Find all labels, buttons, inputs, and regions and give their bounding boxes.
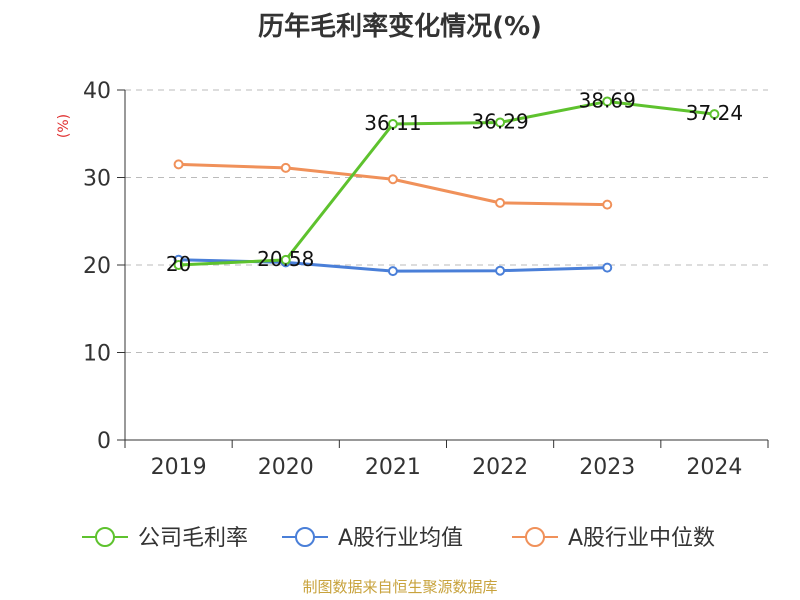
data-point	[602, 262, 613, 273]
data-label: 37.24	[686, 101, 743, 125]
data-point	[280, 162, 291, 173]
data-point	[173, 260, 184, 270]
y-tick-label: 20	[83, 254, 111, 279]
axes	[117, 89, 769, 448]
data-point	[709, 109, 720, 120]
data-point	[495, 265, 506, 276]
y-tick-labels: 0 10 20 30 40	[83, 79, 111, 454]
grid-lines	[125, 89, 768, 353]
x-tick-label: 2024	[686, 455, 742, 480]
data-label: 20	[166, 252, 191, 276]
data-label: 38.69	[579, 88, 636, 112]
y-tick-label: 0	[97, 429, 111, 454]
data-label: 20.58	[257, 247, 314, 271]
legend-label[interactable]: A股行业均值	[338, 526, 463, 551]
x-tick-label: 2021	[365, 455, 421, 480]
data-label: 36.29	[471, 109, 528, 133]
series-lines	[173, 96, 720, 277]
y-tick-label: 10	[83, 342, 111, 367]
legend-label[interactable]: A股行业中位数	[568, 526, 715, 551]
series-line	[178, 162, 608, 207]
data-labels: 20 20.58 36.11 36.29 38.69 37.24	[166, 88, 743, 276]
x-tick-label: 2020	[258, 455, 314, 480]
x-tick-label: 2023	[579, 455, 635, 480]
data-label: 36.11	[364, 111, 421, 135]
data-point	[387, 119, 398, 130]
data-point	[173, 159, 184, 170]
y-tick-label: 30	[83, 167, 111, 192]
data-point	[602, 199, 613, 210]
data-point	[387, 174, 398, 185]
data-point	[495, 117, 506, 128]
chart-title: 历年毛利率变化情况(%)	[258, 12, 542, 42]
y-axis-label: (%)	[56, 114, 72, 138]
legend: 公司毛利率 A股行业均值 A股行业中位数	[82, 526, 715, 551]
x-tick-labels: 2019 2020 2021 2022 2023 2024	[151, 455, 743, 480]
legend-swatch-marker	[525, 527, 545, 547]
legend-swatch-marker	[95, 527, 115, 547]
data-point	[280, 254, 291, 265]
legend-swatch-marker	[295, 527, 315, 547]
series-line	[178, 99, 715, 267]
source-note: 制图数据来自恒生聚源数据库	[302, 578, 498, 596]
data-point	[495, 197, 506, 208]
data-point	[387, 266, 398, 277]
x-tick-label: 2019	[151, 455, 207, 480]
y-tick-label: 40	[83, 79, 111, 104]
data-point	[602, 96, 613, 107]
legend-label[interactable]: 公司毛利率	[138, 526, 248, 551]
x-tick-label: 2022	[472, 455, 528, 480]
